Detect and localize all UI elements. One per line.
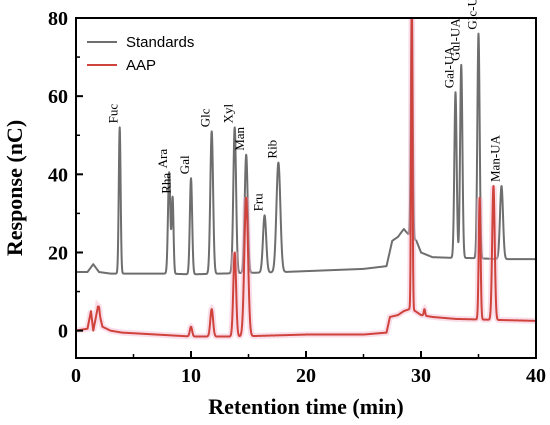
peak-label-gul-ua: Gul-UA xyxy=(447,18,462,61)
series-layer xyxy=(76,18,536,340)
y-tick-label: 60 xyxy=(48,86,68,108)
series-line-aap xyxy=(76,18,536,338)
peak-label-fru: Fru xyxy=(251,193,266,212)
peak-label-gal-ua: Gal-UA xyxy=(442,46,457,88)
peak-label-rib: Rib xyxy=(264,140,279,159)
y-tick-label: 0 xyxy=(58,321,68,343)
axis-ticks: 0 10 20 30 40 0 20 40 60 80 xyxy=(48,8,546,387)
y-tick-label: 80 xyxy=(48,8,68,30)
legend: Standards AAP xyxy=(87,34,194,74)
x-tick-label: 10 xyxy=(181,365,201,387)
x-tick-label: 0 xyxy=(71,365,81,387)
peak-label-xyl: Xyl xyxy=(221,104,236,124)
legend-label-standards: Standards xyxy=(126,34,194,51)
x-tick-label: 30 xyxy=(411,365,431,387)
peak-label-gal: Gal xyxy=(177,155,192,174)
legend-label-aap: AAP xyxy=(126,57,156,74)
peak-label-rha: Rha xyxy=(159,173,174,194)
peak-label-fuc: Fuc xyxy=(106,104,121,124)
peak-label-man: Man xyxy=(232,126,247,150)
x-axis-title: Retention time (min) xyxy=(208,394,404,419)
peak-label-man-ua: Man-UA xyxy=(488,134,503,182)
peak-label-ara: Ara xyxy=(155,149,170,169)
peak-label-glc-ua: Glc-UA xyxy=(465,0,480,30)
series-line-standards xyxy=(76,18,536,276)
x-tick-label: 40 xyxy=(526,365,546,387)
series-glow-aap xyxy=(76,18,536,340)
x-tick-label: 20 xyxy=(296,365,316,387)
y-tick-label: 40 xyxy=(48,164,68,186)
peak-label-glc: Glc xyxy=(198,108,213,127)
y-tick-label: 20 xyxy=(48,242,68,264)
y-axis-title: Response (nC) xyxy=(2,120,27,256)
